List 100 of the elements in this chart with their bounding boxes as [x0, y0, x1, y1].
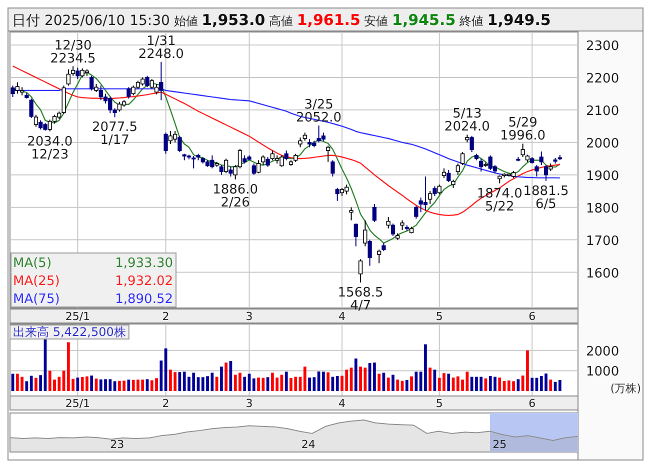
x-tick-label: 4	[338, 310, 346, 323]
candlestick	[442, 168, 446, 179]
bar	[322, 372, 325, 391]
candlestick	[326, 145, 330, 162]
candlestick	[349, 206, 354, 221]
candlestick	[284, 150, 288, 161]
bar	[354, 358, 358, 391]
bar	[30, 376, 33, 391]
candlestick	[298, 137, 302, 148]
candlestick	[446, 170, 451, 183]
y-tick-label: 1900	[586, 168, 620, 184]
text: 終値 1,949.5	[456, 11, 551, 29]
x-tick-label: 23	[110, 438, 124, 451]
annotation: 1886.0 2/26	[212, 182, 258, 210]
candlestick	[90, 75, 94, 91]
y-axis-title: (万株)	[610, 382, 641, 395]
y-tick-label: 2200	[586, 71, 620, 86]
x-tick-label: 2	[162, 397, 170, 410]
x-tick-label: 2	[162, 310, 170, 323]
annotation: 1/31 2248.0	[138, 34, 184, 62]
bar	[34, 378, 38, 391]
bar	[224, 362, 228, 391]
candlestick	[437, 184, 442, 195]
candlestick	[228, 166, 233, 177]
candlestick	[219, 164, 224, 176]
bar	[378, 374, 381, 391]
candlestick	[456, 163, 460, 176]
candlestick	[544, 164, 548, 182]
candlestick	[414, 205, 418, 220]
bar	[373, 362, 376, 391]
candlestick	[368, 239, 372, 266]
text: 始値 1,953.0	[170, 11, 266, 29]
candlestick	[34, 114, 38, 128]
y-tick-label: 2300	[586, 38, 620, 54]
bar	[252, 378, 256, 391]
candlestick	[470, 135, 474, 153]
candlestick	[154, 83, 159, 95]
x-tick-label: 25	[492, 438, 507, 451]
candlestick	[428, 190, 432, 205]
y-tick-label: 2000	[586, 136, 620, 152]
candlestick	[460, 152, 465, 166]
x-tick-label: 5	[436, 310, 443, 323]
bar	[284, 372, 288, 391]
y-tick-label: 1600	[586, 266, 620, 282]
bar	[549, 380, 552, 391]
candlestick	[534, 164, 539, 177]
text: MA(75)	[13, 292, 60, 307]
x-tick-label: 4	[338, 397, 346, 410]
bar	[405, 380, 408, 391]
bar	[396, 380, 400, 391]
candlestick	[372, 204, 377, 222]
candlestick	[390, 223, 396, 236]
candlestick	[192, 156, 196, 169]
candlestick	[164, 132, 168, 154]
annotation: 12/30 2234.5	[50, 38, 96, 66]
candlestick	[261, 154, 266, 166]
candlestick	[66, 68, 70, 86]
candlestick	[386, 216, 390, 229]
text: MA(5)	[13, 256, 52, 271]
x-tick-label: 24	[301, 438, 316, 451]
bar	[386, 378, 390, 391]
annotation: 2034.0 12/23	[27, 134, 73, 162]
bar	[428, 368, 432, 391]
bar	[303, 366, 306, 391]
bar	[558, 380, 562, 391]
y-tick-label: 2000	[586, 344, 620, 360]
x-tick-label: 3	[246, 397, 253, 410]
annotation: 2077.5 1/17	[92, 120, 138, 148]
chart-title: 出来高 5,422,500株	[13, 325, 126, 339]
candlestick	[330, 160, 335, 177]
candlestick	[539, 150, 544, 166]
text: 安値 1,945.5	[360, 11, 456, 29]
candlestick	[354, 223, 358, 247]
candlestick	[377, 249, 382, 264]
candlestick	[270, 150, 275, 161]
candlestick	[520, 143, 525, 158]
bar	[392, 374, 394, 391]
annotation: 1,890.52	[115, 292, 173, 307]
y-tick-label: 1800	[586, 201, 620, 216]
annotation: 1,933.30	[115, 256, 173, 271]
candlestick	[76, 67, 80, 80]
candlestick	[10, 85, 15, 98]
bar	[414, 372, 418, 391]
text: 高値 1,961.5	[265, 11, 360, 29]
bar	[516, 379, 520, 391]
candlestick	[335, 187, 340, 202]
candlestick	[252, 163, 256, 176]
y-tick-label: 1000	[586, 364, 620, 380]
candlestick	[256, 160, 261, 174]
bar	[160, 360, 163, 391]
bar	[39, 375, 42, 391]
candlestick	[400, 220, 404, 231]
candlestick	[178, 135, 182, 153]
bar	[410, 376, 413, 391]
x-tick-label: 6	[528, 397, 536, 410]
annotation: 5/29 1996.0	[500, 116, 546, 144]
bar	[447, 374, 450, 391]
bar	[90, 376, 94, 391]
bar	[336, 376, 339, 391]
x-tick-label: 5	[436, 397, 443, 410]
